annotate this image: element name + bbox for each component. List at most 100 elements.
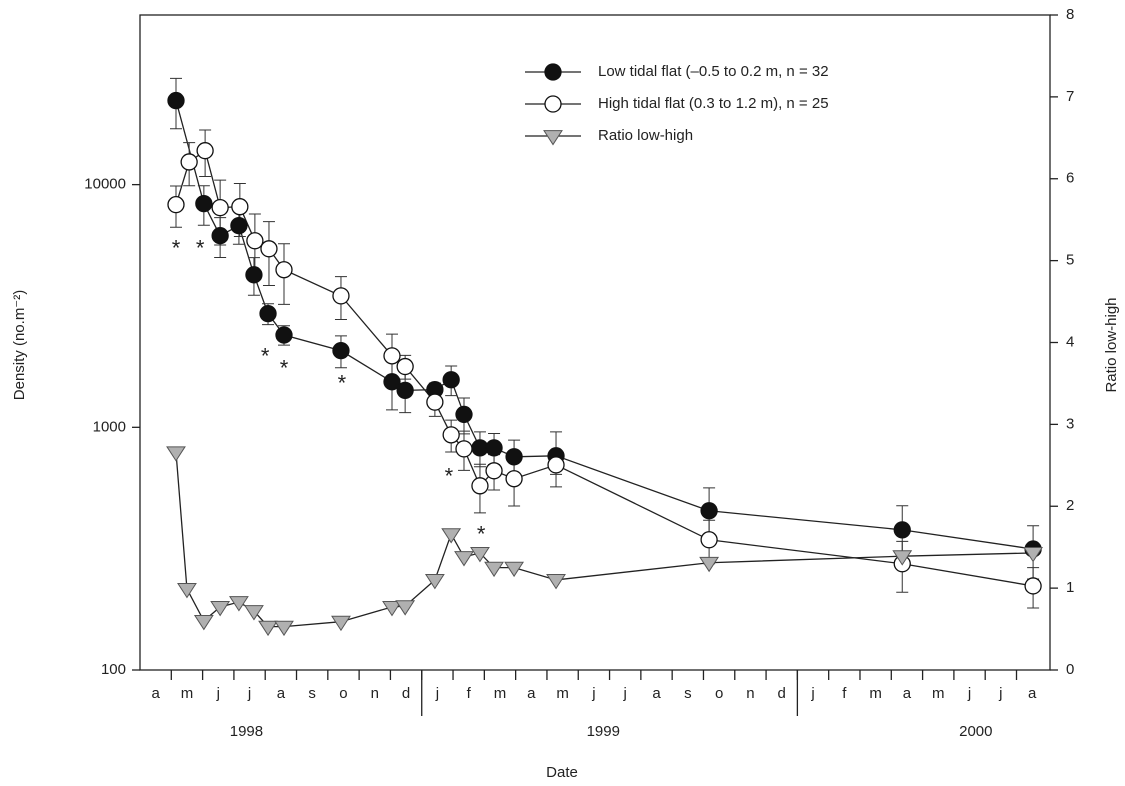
data-point xyxy=(332,287,350,305)
significance-mark: * xyxy=(172,235,181,260)
y2-axis-label: Ratio low-high xyxy=(1103,297,1120,392)
data-point xyxy=(470,547,490,563)
data-point xyxy=(504,561,524,578)
x-tick-label: a xyxy=(151,685,160,702)
legend-marker xyxy=(544,63,562,81)
data-point xyxy=(196,142,214,160)
data-point xyxy=(259,305,277,323)
data-point xyxy=(1024,577,1042,595)
data-point xyxy=(700,531,718,549)
data-point xyxy=(211,198,229,217)
y2-tick-label: 4 xyxy=(1066,333,1074,350)
data-point xyxy=(275,326,293,344)
data-point xyxy=(893,521,911,539)
x-tick-label: a xyxy=(527,685,536,702)
data-point xyxy=(382,601,402,617)
data-point xyxy=(454,551,474,567)
x-tick-label: d xyxy=(778,685,786,702)
y2-tick-label: 1 xyxy=(1066,579,1074,596)
data-point xyxy=(260,240,278,258)
legend-marker xyxy=(543,130,563,146)
x-tick-label: m xyxy=(556,685,569,702)
x-tick-label: j xyxy=(435,685,439,702)
x-tick-label: o xyxy=(339,685,347,702)
data-point xyxy=(195,194,213,213)
data-point xyxy=(275,261,293,279)
data-point xyxy=(332,341,350,360)
year-label: 1999 xyxy=(587,723,620,740)
data-point xyxy=(231,198,249,216)
data-point xyxy=(455,440,473,458)
data-point xyxy=(396,381,414,400)
data-point xyxy=(442,371,460,389)
x-tick-label: s xyxy=(684,685,692,702)
data-point xyxy=(383,373,401,391)
data-point xyxy=(442,426,460,444)
significance-mark: * xyxy=(280,355,289,380)
data-point xyxy=(505,448,523,466)
data-point xyxy=(180,153,198,171)
data-point xyxy=(505,470,523,488)
data-point xyxy=(211,227,229,245)
data-point xyxy=(245,266,263,284)
data-point xyxy=(485,462,503,480)
significance-mark: * xyxy=(261,343,270,368)
significance-mark: * xyxy=(445,464,454,489)
data-point xyxy=(1023,547,1044,563)
data-point xyxy=(383,347,401,365)
significance-mark: * xyxy=(477,522,486,547)
x-tick-label: d xyxy=(402,685,410,702)
x-tick-label: j xyxy=(591,685,595,702)
year-label: 2000 xyxy=(959,723,992,740)
x-tick-label: f xyxy=(842,685,847,702)
plot-frame xyxy=(139,14,1051,671)
x-tick-label: m xyxy=(494,685,507,702)
data-point xyxy=(244,605,264,621)
data-point xyxy=(166,446,186,462)
data-point xyxy=(547,456,565,474)
data-point xyxy=(230,216,248,235)
y2-tick-label: 6 xyxy=(1066,170,1074,187)
data-point xyxy=(426,393,444,411)
series-line xyxy=(175,149,1034,587)
data-point xyxy=(484,561,504,578)
y-tick-label: 100 xyxy=(101,661,126,678)
y-tick-label: 10000 xyxy=(84,176,126,193)
x-tick-label: m xyxy=(932,685,945,702)
data-point xyxy=(229,596,249,612)
y2-tick-label: 0 xyxy=(1066,661,1074,678)
data-point xyxy=(167,195,185,214)
data-point xyxy=(471,477,489,495)
x-tick-label: j xyxy=(247,685,251,702)
x-tick-label: j xyxy=(967,685,971,702)
data-point xyxy=(441,528,462,544)
y2-tick-label: 8 xyxy=(1066,6,1074,23)
x-tick-label: s xyxy=(308,685,316,702)
y-tick-label: 1000 xyxy=(93,418,126,435)
x-axis-label: Date xyxy=(546,764,578,781)
x-tick-label: n xyxy=(746,685,754,702)
y2-tick-label: 3 xyxy=(1066,415,1074,432)
x-tick-label: f xyxy=(467,685,472,702)
legend-marker xyxy=(544,95,562,113)
data-point xyxy=(167,91,185,110)
series-line xyxy=(175,452,1034,628)
significance-mark: * xyxy=(338,370,347,395)
data-point xyxy=(258,620,278,637)
x-tick-label: j xyxy=(998,685,1002,702)
data-point xyxy=(892,550,913,566)
data-point xyxy=(274,620,294,637)
x-tick-label: m xyxy=(181,685,194,702)
data-point xyxy=(396,357,414,376)
data-point xyxy=(546,574,566,590)
data-point xyxy=(246,232,264,250)
data-point xyxy=(455,405,473,424)
y2-tick-label: 2 xyxy=(1066,497,1074,514)
legend-label: High tidal flat (0.3 to 1.2 m), n = 25 xyxy=(598,95,829,112)
year-label: 1998 xyxy=(230,723,263,740)
data-point xyxy=(485,439,503,457)
y2-tick-label: 5 xyxy=(1066,252,1074,269)
data-point xyxy=(210,601,231,617)
data-point xyxy=(395,600,416,616)
